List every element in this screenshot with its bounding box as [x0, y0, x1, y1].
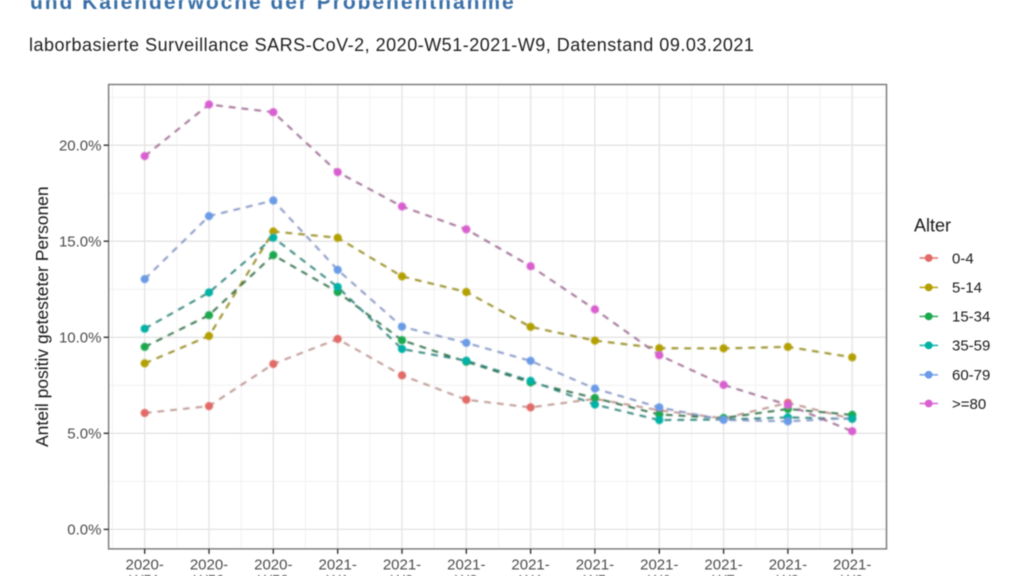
svg-text:0.0%: 0.0% — [67, 522, 101, 539]
svg-text:W2: W2 — [391, 572, 414, 576]
svg-text:15.0%: 15.0% — [59, 234, 102, 251]
svg-text:W7: W7 — [712, 572, 735, 576]
svg-text:2020-: 2020- — [254, 557, 292, 574]
svg-text:W6: W6 — [648, 572, 671, 576]
svg-text:Alter: Alter — [914, 216, 951, 236]
svg-text:2021-: 2021- — [704, 557, 742, 574]
svg-text:W51: W51 — [129, 572, 160, 576]
svg-text:W53: W53 — [258, 572, 289, 576]
svg-text:>=80: >=80 — [952, 396, 986, 413]
svg-text:2021-: 2021- — [319, 557, 357, 574]
svg-text:2021-: 2021- — [640, 557, 678, 574]
svg-text:W5: W5 — [584, 572, 607, 576]
svg-text:5.0%: 5.0% — [67, 426, 101, 443]
svg-text:2020-: 2020- — [190, 557, 228, 574]
svg-text:2021-: 2021- — [576, 557, 614, 574]
svg-text:Anteil positiv getesteter Pers: Anteil positiv getesteter Personen — [32, 186, 52, 447]
svg-text:W1: W1 — [326, 572, 349, 576]
svg-text:W52: W52 — [194, 572, 225, 576]
svg-text:60-79: 60-79 — [952, 367, 990, 384]
svg-text:10.0%: 10.0% — [59, 330, 102, 347]
svg-text:W3: W3 — [455, 572, 478, 576]
svg-text:W4: W4 — [519, 572, 542, 576]
svg-text:2020-: 2020- — [126, 557, 164, 574]
svg-text:2021-: 2021- — [511, 557, 549, 574]
svg-text:und Kalenderwoche der Probenen: und Kalenderwoche der Probenentnahme — [30, 0, 516, 14]
svg-text:2021-: 2021- — [769, 557, 807, 574]
svg-text:2021-: 2021- — [833, 557, 871, 574]
svg-text:2021-: 2021- — [383, 557, 421, 574]
svg-text:laborbasierte Surveillance SAR: laborbasierte Surveillance SARS-CoV-2, 2… — [29, 35, 754, 55]
svg-text:15-34: 15-34 — [952, 309, 990, 326]
svg-text:35-59: 35-59 — [952, 338, 990, 355]
svg-text:0-4: 0-4 — [952, 250, 974, 267]
svg-text:W9: W9 — [841, 572, 864, 576]
svg-text:20.0%: 20.0% — [59, 138, 102, 155]
svg-text:W8: W8 — [777, 572, 800, 576]
svg-text:2021-: 2021- — [447, 557, 485, 574]
svg-text:5-14: 5-14 — [952, 280, 982, 297]
